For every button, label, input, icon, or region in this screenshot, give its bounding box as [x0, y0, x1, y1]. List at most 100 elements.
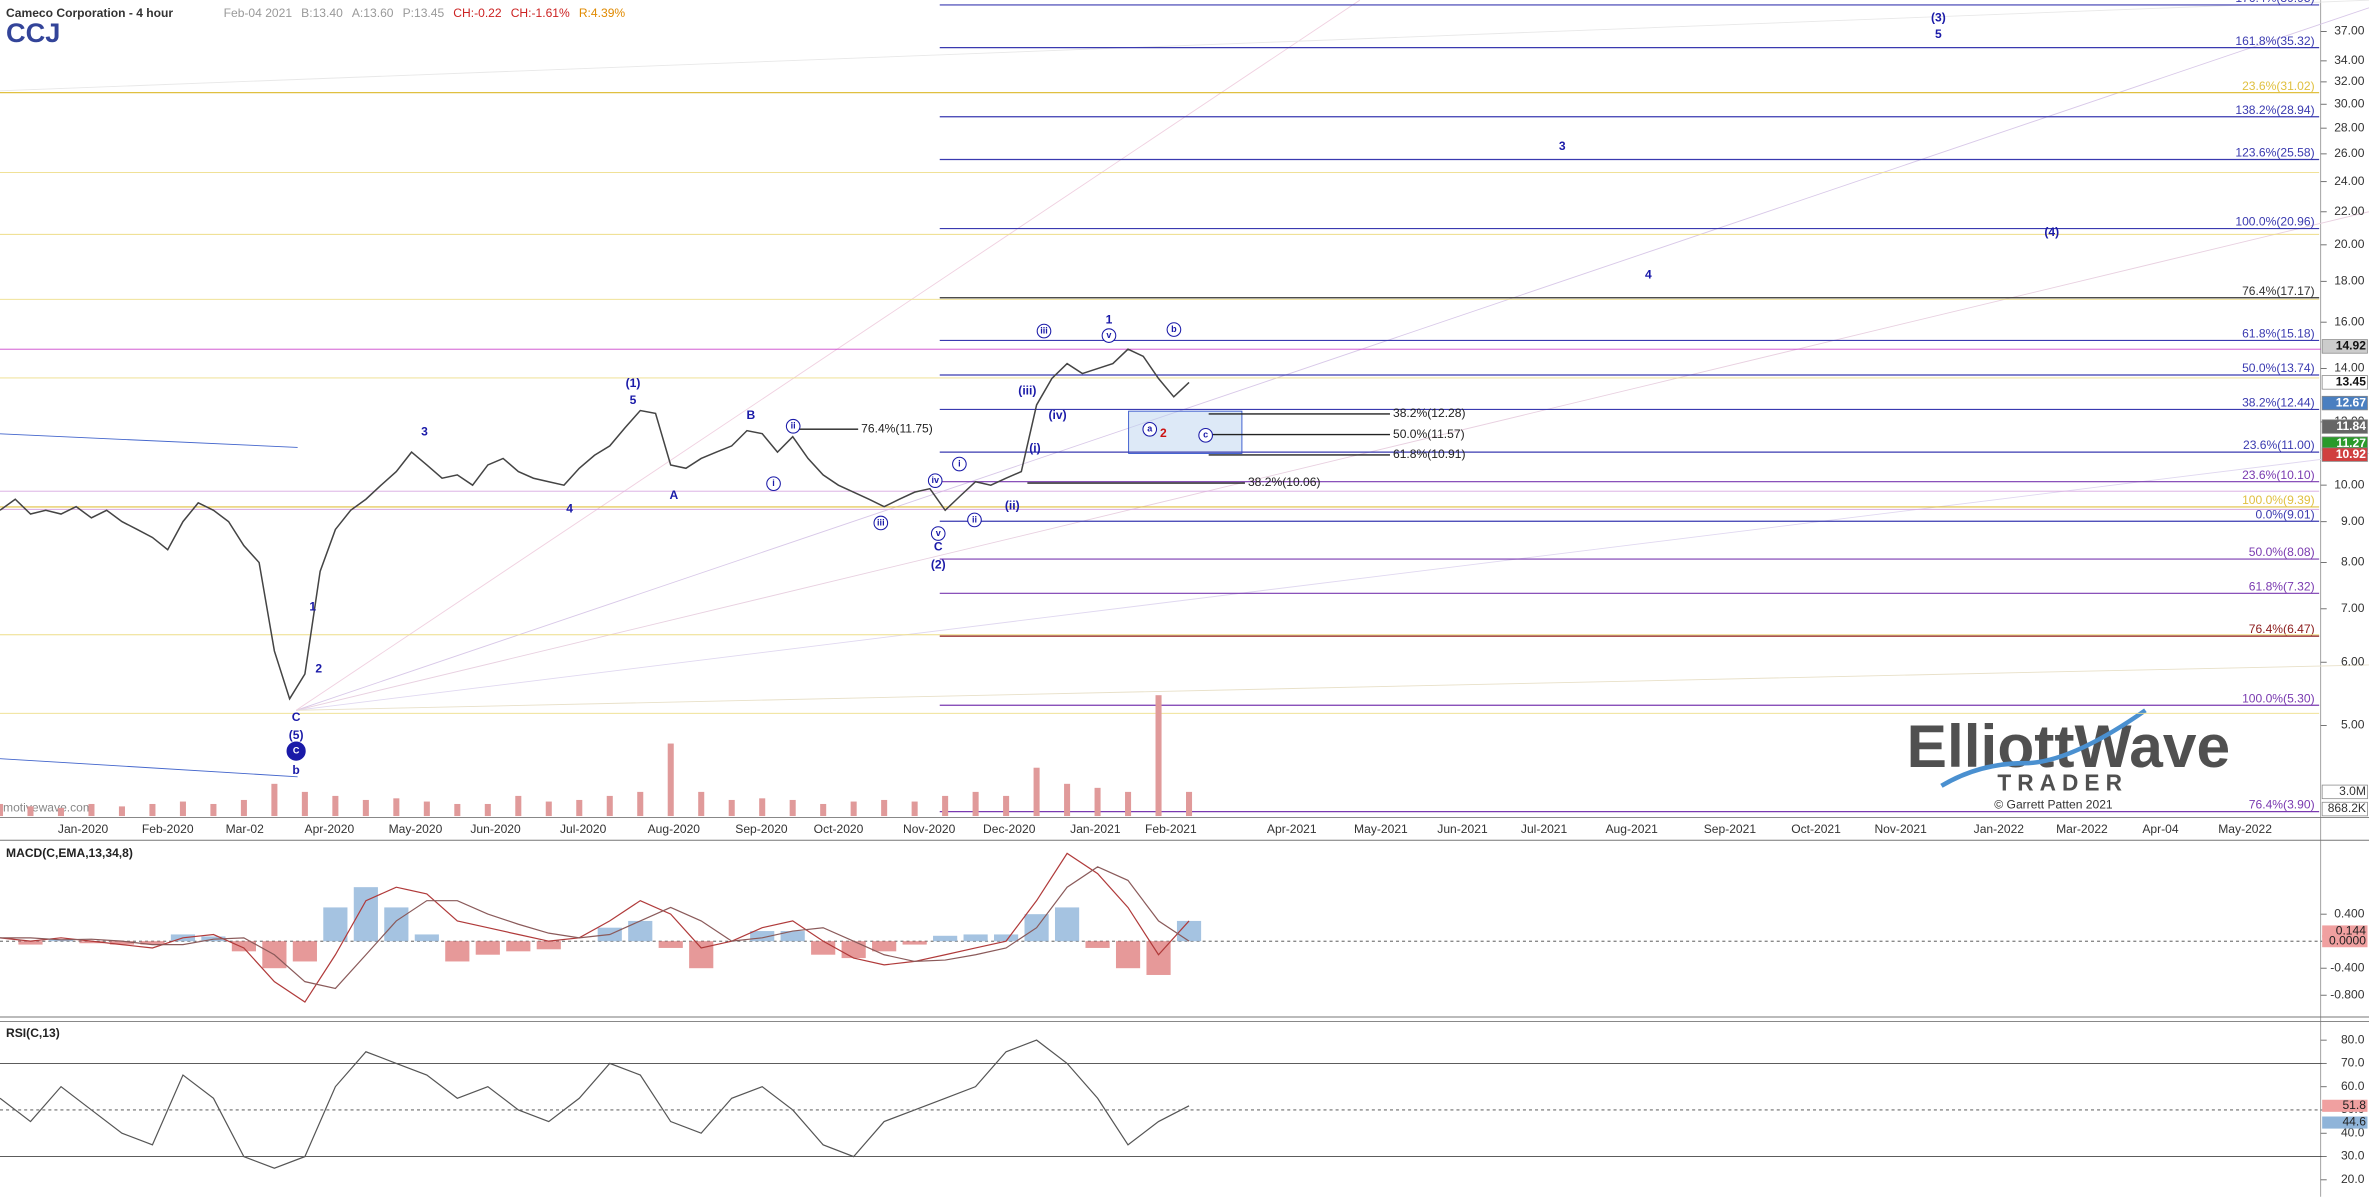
volume-bar — [1094, 787, 1101, 817]
macd-histogram-bar — [1146, 941, 1171, 975]
volume-bar — [27, 806, 34, 817]
fib-label: 50.0%(13.74) — [2242, 361, 2315, 375]
price-tag-label: 11.84 — [2336, 419, 2366, 433]
macd-histogram-bar — [689, 941, 714, 969]
y-tick-label: 26.00 — [2334, 146, 2365, 160]
wave-label: 2 — [315, 662, 322, 676]
x-tick-label: Jan-2022 — [1974, 822, 2025, 836]
pane-title: RSI(C,13) — [6, 1026, 60, 1040]
wave-circle — [930, 526, 946, 541]
x-tick-label: Apr-2021 — [1267, 822, 1317, 836]
price-tag-label: 11.27 — [2336, 436, 2366, 450]
fib-label: 23.6%(31.02) — [2242, 79, 2315, 93]
volume-bar — [1186, 791, 1193, 817]
volume-bar — [1064, 783, 1071, 817]
volume-tag — [2321, 801, 2368, 817]
copyright: © Garrett Patten 2021 — [1994, 798, 2113, 812]
wave-label: i — [772, 478, 775, 488]
fan-line — [295, 7, 2369, 711]
x-tick-label: May-2021 — [1354, 822, 1408, 836]
wave-label: c — [1203, 430, 1208, 440]
volume-bar — [667, 743, 674, 817]
fib-label: 23.6%(10.10) — [2242, 468, 2315, 482]
rsi-tag — [2322, 1116, 2368, 1129]
wave-circle — [1198, 428, 1213, 443]
volume-bar — [972, 791, 979, 817]
volume-bar — [454, 803, 461, 817]
symbol: CCJ — [6, 17, 60, 48]
wave-circle — [766, 476, 781, 492]
fan-line — [0, 0, 2369, 92]
wave-label: 3 — [421, 424, 428, 438]
volume-bar — [271, 783, 278, 817]
x-tick-label: Feb-2020 — [142, 822, 194, 836]
volume-bar — [332, 795, 339, 817]
wave-label: (2) — [931, 557, 946, 571]
volume-bar — [942, 795, 949, 817]
macd-histogram-bar — [109, 941, 135, 945]
fan-line — [296, 211, 2369, 711]
macd-histogram-bar — [750, 931, 775, 942]
y-tick-label: 28.00 — [2334, 120, 2365, 134]
volume-bar — [606, 795, 613, 817]
volume-bar — [149, 803, 156, 817]
wave-circle — [952, 456, 967, 472]
macd-histogram-bar — [353, 887, 378, 942]
wave-label: iv — [931, 475, 939, 485]
macd-tag — [2322, 925, 2368, 938]
fib-label: 161.8%(35.32) — [2235, 34, 2314, 48]
volume-bar — [240, 799, 247, 817]
y-tick-label: 16.00 — [2334, 314, 2365, 328]
price-tag — [2321, 419, 2368, 434]
volume-bar — [759, 798, 766, 817]
quote: R:4.39% — [579, 6, 626, 20]
wave-label: 2 — [1160, 426, 1167, 440]
y-tick-label: 6.00 — [2341, 654, 2365, 668]
logo: TRADER — [1997, 769, 2128, 795]
quote: CH:-0.22 — [453, 6, 502, 20]
wave-circle — [286, 741, 306, 761]
macd-histogram-bar — [536, 941, 561, 950]
x-tick-label: Jun-2020 — [470, 822, 521, 836]
macd-histogram-bar — [384, 907, 409, 942]
quote: Feb-04 2021 — [224, 6, 293, 20]
price-tag-label: 12.67 — [2336, 395, 2367, 409]
wave-circle — [967, 512, 982, 528]
volume-bar — [118, 806, 125, 817]
x-tick-label: Jan-2021 — [1070, 822, 1121, 836]
x-tick-label: Jan-2020 — [58, 822, 109, 836]
volume-bar — [1125, 791, 1132, 817]
price-tag — [2321, 395, 2368, 411]
price-tag — [2321, 339, 2368, 354]
macd-tag-label: 0.0000 — [2329, 933, 2366, 947]
wave-label: 5 — [1935, 27, 1942, 41]
x-tick-label: Jun-2021 — [1437, 822, 1488, 836]
macd-histogram-bar — [79, 941, 104, 944]
y-tick-label: 10.00 — [2334, 477, 2365, 491]
macd-histogram-bar — [811, 941, 836, 955]
y-tick-label: 14.00 — [2334, 361, 2365, 375]
macd-histogram-bar — [1085, 941, 1110, 948]
wave-label: 3 — [1559, 139, 1566, 153]
wave-label: C — [934, 539, 943, 553]
wave-label: (1) — [626, 376, 641, 390]
wave-label: (iv) — [1049, 408, 1067, 422]
y-tick-label: 5.00 — [2341, 718, 2365, 732]
y-tick-label: 22.00 — [2334, 204, 2365, 218]
x-tick-label: Sep-2020 — [735, 822, 788, 836]
price-tag — [2321, 447, 2368, 462]
fib-label: 38.2%(10.06) — [1248, 475, 1321, 489]
rsi-line — [0, 1039, 1190, 1169]
fib-label: 61.8%(15.18) — [2242, 327, 2315, 341]
macd-histogram-bar — [658, 941, 683, 948]
fib-label: 50.0%(11.57) — [1393, 427, 1465, 441]
y-tick-label: -0.800 — [2330, 987, 2365, 1001]
volume-bar — [1003, 795, 1010, 817]
wave-label: C — [293, 745, 300, 755]
wave-label: v — [936, 528, 941, 538]
y-tick-label: -0.400 — [2330, 960, 2365, 974]
fib-label: 100.0%(5.30) — [2242, 691, 2315, 705]
volume-bar — [728, 799, 735, 817]
macd-histogram-bar — [1115, 941, 1141, 969]
